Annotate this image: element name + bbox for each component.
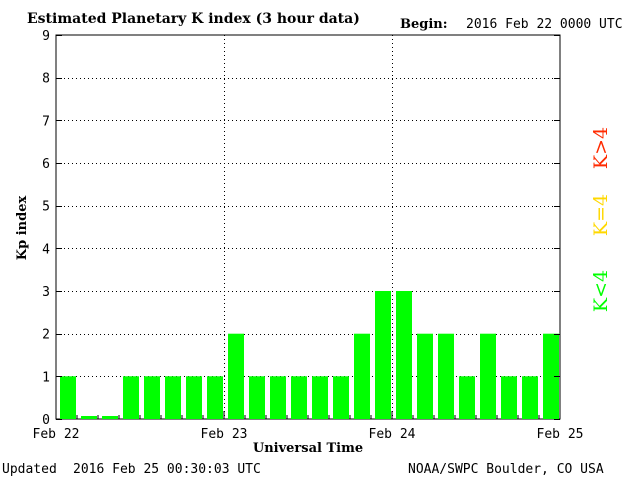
bar-15 [375, 291, 391, 419]
bar-8 [228, 333, 244, 419]
y-tick-label-0: 0 [42, 413, 50, 428]
bar-22 [522, 376, 538, 419]
y-axis-ticks: 0 1 2 3 4 5 6 7 8 9 [42, 29, 560, 428]
bar-7 [207, 376, 223, 419]
bar-3 [123, 376, 139, 419]
bar-5 [165, 376, 181, 419]
bar-4 [144, 376, 160, 419]
x-tick-label-0: Feb 22 [33, 427, 80, 442]
bar-14 [354, 333, 370, 419]
bar-series [60, 291, 559, 419]
x-tick-label-1: Feb 23 [201, 427, 248, 442]
y-tick-label-8: 8 [42, 72, 50, 87]
y-tick-label-2: 2 [42, 328, 50, 343]
bar-18 [438, 333, 454, 419]
y-tick-label-4: 4 [42, 242, 50, 257]
bar-11 [291, 376, 307, 419]
y-tick-label-7: 7 [42, 114, 50, 129]
x-tick-label-2: Feb 24 [369, 427, 416, 442]
y-tick-label-3: 3 [42, 285, 50, 300]
bar-12 [312, 376, 328, 419]
bar-2 [102, 416, 118, 419]
y-tick-label-1: 1 [42, 370, 50, 385]
legend-k-less-4: K<4 [590, 270, 612, 312]
begin-label: Begin: [400, 17, 448, 32]
y-tick-label-9: 9 [42, 29, 50, 44]
bar-0 [60, 376, 76, 419]
y-tick-label-6: 6 [42, 157, 50, 172]
bar-17 [417, 333, 433, 419]
y-tick-label-5: 5 [42, 200, 50, 215]
bar-6 [186, 376, 202, 419]
bar-21 [501, 376, 517, 419]
bar-19 [459, 376, 475, 419]
bar-9 [249, 376, 265, 419]
updated-label: Updated [2, 462, 57, 477]
y-axis-label: Kp index [15, 196, 30, 261]
bar-13 [333, 376, 349, 419]
updated-value: 2016 Feb 25 00:30:03 UTC [73, 462, 261, 477]
bar-16 [396, 291, 412, 419]
begin-value: 2016 Feb 22 0000 UTC [466, 17, 623, 32]
grid-lines [56, 35, 560, 419]
x-tick-label-3: Feb 25 [537, 427, 584, 442]
bar-10 [270, 376, 286, 419]
chart-title: Estimated Planetary K index (3 hour data… [27, 11, 360, 27]
legend-k-equal-4: K=4 [590, 194, 612, 236]
bar-20 [480, 333, 496, 419]
bar-1 [81, 416, 97, 419]
x-axis-ticks: Feb 22 Feb 23 Feb 24 Feb 25 [33, 411, 584, 442]
x-axis-label: Universal Time [253, 441, 363, 456]
data-source: NOAA/SWPC Boulder, CO USA [408, 462, 604, 477]
bar-23 [543, 333, 559, 419]
legend-k-greater-4: K>4 [590, 127, 612, 169]
